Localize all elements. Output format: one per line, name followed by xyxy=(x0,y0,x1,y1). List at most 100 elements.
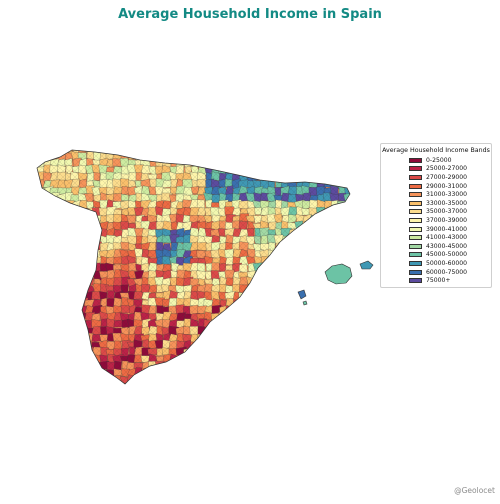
municipality-cell xyxy=(287,158,299,169)
municipality-cell xyxy=(294,347,305,358)
municipality-cell xyxy=(308,382,318,384)
municipality-cell xyxy=(57,290,67,302)
municipality-cell xyxy=(288,361,299,371)
municipality-cell xyxy=(296,157,306,168)
municipality-cell xyxy=(238,312,249,322)
municipality-cell xyxy=(37,150,47,154)
municipality-cell xyxy=(176,150,186,154)
municipality-cell xyxy=(37,318,46,330)
municipality-cell xyxy=(295,297,305,309)
municipality-cell xyxy=(49,319,61,329)
municipality-cell xyxy=(323,361,332,372)
municipality-cell xyxy=(309,221,319,231)
municipality-cell xyxy=(70,257,80,266)
municipality-cell xyxy=(78,228,87,238)
municipality-cell xyxy=(37,263,46,273)
municipality-cell xyxy=(324,242,334,252)
municipality-cell xyxy=(288,269,297,278)
municipality-cell xyxy=(302,264,313,274)
municipality-cell xyxy=(294,305,305,316)
municipality-cell xyxy=(56,263,68,273)
municipality-cell xyxy=(50,311,61,321)
municipality-cell xyxy=(37,381,39,384)
municipality-cell xyxy=(65,276,75,288)
municipality-cell xyxy=(211,333,221,342)
municipality-cell xyxy=(37,326,40,336)
municipality-cell xyxy=(260,263,271,273)
municipality-cell xyxy=(316,171,327,182)
municipality-cell xyxy=(49,234,60,246)
municipality-cell xyxy=(288,291,299,302)
municipality-cell xyxy=(344,382,350,384)
municipality-cell xyxy=(37,369,47,379)
municipality-cell xyxy=(57,369,68,377)
municipality-cell xyxy=(211,368,220,379)
legend-item: 25000-27000 xyxy=(381,165,491,174)
municipality-cell xyxy=(63,311,73,322)
municipality-cell xyxy=(351,209,361,217)
municipality-cell xyxy=(30,312,37,321)
municipality-cell xyxy=(50,271,60,280)
municipality-cell xyxy=(325,374,334,384)
municipality-cell xyxy=(43,227,53,238)
municipality-cell xyxy=(351,166,361,174)
municipality-cell xyxy=(205,152,215,160)
municipality-cell xyxy=(78,276,88,287)
municipality-cell xyxy=(57,353,68,365)
municipality-cell xyxy=(57,382,67,384)
municipality-cell xyxy=(316,333,326,343)
municipality-cell xyxy=(336,374,348,384)
municipality-cell xyxy=(360,307,369,315)
municipality-cell xyxy=(211,353,220,364)
municipality-cell xyxy=(64,306,74,315)
municipality-cell xyxy=(197,360,208,372)
municipality-cell xyxy=(63,271,74,281)
municipality-cell xyxy=(70,368,81,378)
municipality-cell xyxy=(162,361,173,370)
municipality-cell xyxy=(203,339,213,350)
municipality-cell xyxy=(322,367,333,378)
municipality-cell xyxy=(295,277,305,286)
municipality-cell xyxy=(70,242,80,251)
municipality-cell xyxy=(331,304,341,316)
municipality-cell xyxy=(281,354,291,365)
municipality-cell xyxy=(71,381,81,384)
municipality-cell xyxy=(70,221,81,231)
municipality-cell xyxy=(70,278,82,286)
municipality-cell xyxy=(79,374,89,384)
municipality-cell xyxy=(324,382,332,384)
municipality-cell xyxy=(344,150,350,153)
municipality-cell xyxy=(37,199,39,210)
legend-items: 0-25000 25000-27000 27000-29000 29000-31000… xyxy=(381,156,491,285)
municipality-cell xyxy=(245,354,255,364)
municipality-cell xyxy=(359,312,366,322)
municipality-cell xyxy=(37,347,39,356)
municipality-cell xyxy=(37,192,39,204)
municipality-cell xyxy=(261,362,269,371)
municipality-cell xyxy=(280,339,292,350)
municipality-cell xyxy=(43,311,53,323)
legend-swatch xyxy=(409,192,422,198)
municipality-cell xyxy=(63,339,74,349)
municipality-cell xyxy=(351,186,359,196)
municipality-cell xyxy=(359,375,366,386)
legend-label: 25000-27000 xyxy=(426,165,467,173)
municipality-cell xyxy=(336,157,348,168)
municipality-cell xyxy=(338,235,348,245)
municipality-cell xyxy=(85,227,95,238)
municipality-cell xyxy=(37,339,40,351)
municipality-cell xyxy=(359,382,369,391)
municipality-cell xyxy=(37,215,39,224)
municipality-cell xyxy=(183,361,192,372)
municipality-cell xyxy=(245,375,256,384)
municipality-cell xyxy=(245,151,255,162)
legend-label: 37000-39000 xyxy=(426,216,467,224)
municipality-cell xyxy=(56,222,66,231)
municipality-cell xyxy=(309,270,319,280)
municipality-cell xyxy=(288,262,298,274)
municipality-cell xyxy=(352,348,362,356)
municipality-cell xyxy=(315,278,326,287)
municipality-cell xyxy=(57,255,67,265)
municipality-cell xyxy=(43,325,52,335)
municipality-cell xyxy=(260,283,269,294)
